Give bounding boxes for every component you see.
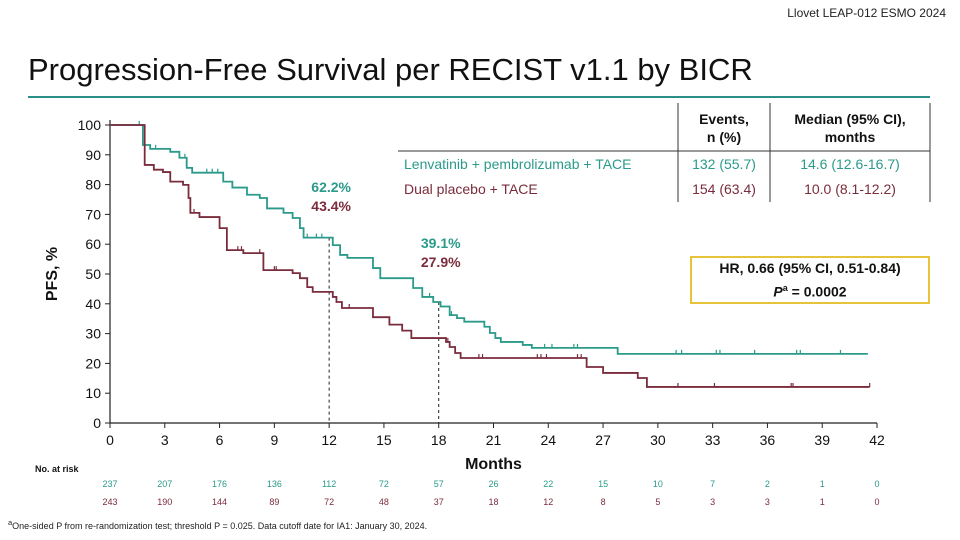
x-tick-label: 33 (705, 432, 721, 448)
x-tick-label: 24 (540, 432, 556, 448)
x-tick-label: 0 (106, 432, 114, 448)
footnote: aOne-sided P from re-randomization test;… (8, 518, 427, 531)
x-tick-label: 3 (161, 432, 169, 448)
landmark-label: 27.9% (421, 254, 461, 270)
hazard-ratio-text: HR, 0.66 (95% CI, 0.51-0.84) (719, 260, 901, 276)
y-tick-label: 90 (85, 147, 101, 163)
x-tick-label: 36 (760, 432, 776, 448)
risk-count: 48 (379, 497, 389, 507)
risk-count: 18 (488, 497, 498, 507)
table-events: 154 (63.4) (692, 181, 756, 197)
y-tick-label: 60 (85, 236, 101, 252)
table-arm-label: Lenvatinib + pembrolizumab + TACE (404, 156, 632, 172)
risk-count: 0 (874, 497, 879, 507)
risk-count: 3 (710, 497, 715, 507)
title-underline (28, 96, 930, 98)
risk-count: 3 (765, 497, 770, 507)
landmark-label: 39.1% (421, 235, 461, 251)
risk-count: 112 (322, 479, 336, 489)
risk-count: 176 (212, 479, 227, 489)
y-tick-label: 10 (85, 385, 101, 401)
footnote-marker: a (8, 518, 13, 527)
table-header: Median (95% CI), (794, 111, 905, 127)
table-events: 132 (55.7) (692, 156, 756, 172)
y-axis-label: PFS, % (44, 247, 61, 301)
x-tick-label: 42 (869, 432, 885, 448)
risk-count: 37 (434, 497, 444, 507)
p-value-text: Pa = 0.0002 (692, 278, 928, 302)
x-axis-label: Months (465, 456, 522, 473)
page-title: Progression-Free Survival per RECIST v1.… (28, 52, 753, 87)
table-header: Events, (699, 111, 749, 127)
x-tick-label: 9 (270, 432, 278, 448)
risk-count: 8 (601, 497, 606, 507)
risk-count: 190 (157, 497, 172, 507)
risk-count: 26 (488, 479, 498, 489)
risk-count: 22 (543, 479, 553, 489)
y-tick-label: 100 (78, 117, 102, 133)
risk-count: 89 (269, 497, 279, 507)
landmark-label: 62.2% (311, 179, 351, 195)
y-tick-label: 0 (93, 415, 101, 431)
p-value: = 0.0002 (787, 283, 847, 300)
x-tick-label: 27 (595, 432, 611, 448)
table-arm-label: Dual placebo + TACE (404, 181, 538, 197)
x-tick-label: 39 (814, 432, 830, 448)
risk-count: 72 (324, 497, 334, 507)
risk-count: 72 (379, 479, 389, 489)
risk-count: 237 (102, 479, 117, 489)
km-curve-placebo (110, 124, 870, 388)
risk-count: 2 (765, 479, 770, 489)
risk-count: 0 (874, 479, 879, 489)
risk-count: 136 (267, 479, 282, 489)
risk-count: 243 (102, 497, 117, 507)
landmark-label: 43.4% (311, 198, 351, 214)
y-tick-label: 50 (85, 266, 101, 282)
risk-count: 12 (543, 497, 553, 507)
y-tick-label: 40 (85, 296, 101, 312)
y-tick-label: 80 (85, 177, 101, 193)
risk-count: 15 (598, 479, 608, 489)
p-superscript: a (782, 283, 788, 293)
risk-count: 1 (820, 479, 825, 489)
table-median: 14.6 (12.6-16.7) (800, 156, 900, 172)
x-tick-label: 21 (486, 432, 502, 448)
table-median: 10.0 (8.1-12.2) (804, 181, 896, 197)
table-header: n (%) (707, 129, 741, 145)
source-label: Llovet LEAP-012 ESMO 2024 (787, 6, 946, 20)
x-tick-label: 6 (216, 432, 224, 448)
x-tick-label: 15 (376, 432, 392, 448)
risk-count: 7 (710, 479, 715, 489)
y-tick-label: 30 (85, 326, 101, 342)
p-symbol: P (773, 283, 783, 300)
km-curve-lenvatinib (110, 124, 868, 355)
risk-count: 1 (820, 497, 825, 507)
y-tick-label: 70 (85, 206, 101, 222)
risk-count: 57 (434, 479, 444, 489)
risk-count: 207 (157, 479, 172, 489)
y-tick-label: 20 (85, 355, 101, 371)
x-tick-label: 12 (321, 432, 337, 448)
risk-table-label: No. at risk (35, 464, 80, 474)
footnote-text: One-sided P from re-randomization test; … (12, 521, 428, 531)
x-tick-label: 18 (431, 432, 447, 448)
x-tick-label: 30 (650, 432, 666, 448)
risk-count: 10 (653, 479, 663, 489)
risk-count: 5 (655, 497, 660, 507)
hazard-ratio-box: HR, 0.66 (95% CI, 0.51-0.84) Pa = 0.0002 (690, 256, 930, 304)
risk-count: 144 (212, 497, 227, 507)
table-header: months (825, 129, 876, 145)
